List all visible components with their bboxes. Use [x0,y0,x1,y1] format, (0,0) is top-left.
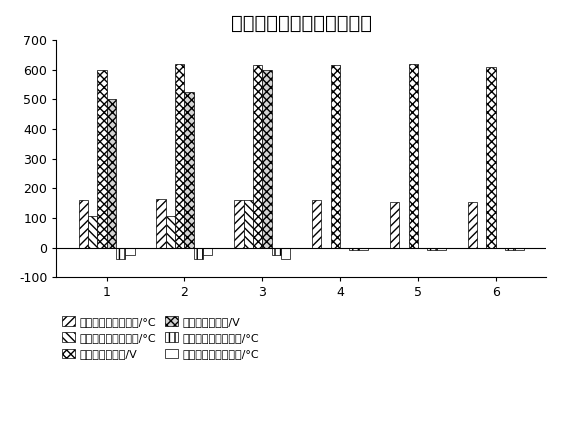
Bar [331,65,340,248]
Bar [203,248,212,255]
Bar [116,248,126,259]
Bar [409,64,418,248]
Bar [350,248,359,250]
Bar [88,216,97,248]
Bar [126,248,135,255]
Bar [166,216,175,248]
Bar [486,67,496,248]
Bar [262,70,271,248]
Bar [244,200,253,248]
Bar [359,248,368,250]
Bar [175,64,185,248]
Bar [312,200,321,248]
Bar [427,248,437,250]
Bar [390,202,399,248]
Bar [271,248,281,255]
Title: 实施例与对比例性能对照图: 实施例与对比例性能对照图 [231,14,372,33]
Bar [79,200,88,248]
Bar [185,92,194,248]
Bar [234,200,244,248]
Bar [505,248,515,250]
Bar [515,248,524,250]
Bar [106,100,116,248]
Bar [97,70,106,248]
Bar [468,202,477,248]
Bar [437,248,446,250]
Bar [253,65,262,248]
Bar [194,248,203,259]
Bar [281,248,291,259]
Legend: 实施例最高使用温度/°C, 对比例最高使用温度/°C, 实施例闪火电压/V, 对比例闪火电压/V, 实施例最低使用温度/°C, 对比例最低使用温度/°C: 实施例最高使用温度/°C, 对比例最高使用温度/°C, 实施例闪火电压/V, 对… [62,316,260,359]
Bar [157,198,166,248]
